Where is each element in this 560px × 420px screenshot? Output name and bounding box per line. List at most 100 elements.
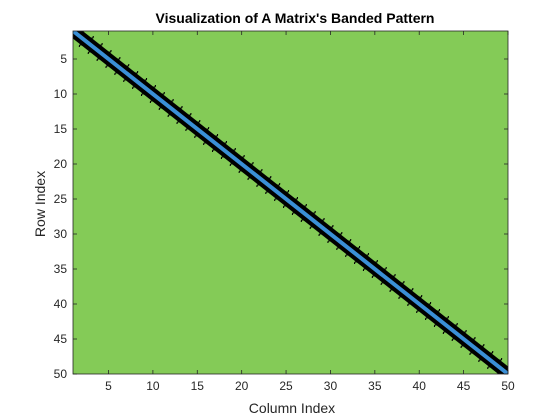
band-entry-marker: [185, 126, 192, 132]
band-entry-marker: [318, 231, 325, 237]
band-entry-marker: [478, 357, 485, 363]
chart-title: Visualization of A Matrix's Banded Patte…: [156, 10, 435, 26]
band-entry-marker: [398, 294, 405, 300]
band-entry-marker: [425, 315, 432, 321]
band-entry-marker: [274, 182, 281, 188]
band-entry-marker: [229, 161, 236, 167]
band-entry-marker: [433, 308, 441, 314]
band-entry-marker: [211, 133, 219, 139]
band-entry-marker: [211, 147, 219, 153]
x-axis: 5 10 15 20 25 30 35 40 45 50: [105, 31, 515, 393]
band-entry-marker: [442, 315, 449, 321]
x-tick-label: 15: [191, 379, 205, 393]
band-entry-marker: [398, 280, 405, 286]
band-entry-marker: [87, 49, 94, 55]
band-entry-marker: [123, 63, 130, 69]
band-entry-marker: [380, 280, 387, 286]
band-entry-marker: [478, 343, 485, 349]
band-entry-marker: [407, 287, 414, 293]
y-tick-label: 45: [54, 332, 68, 346]
marker-layer: [73, 31, 508, 374]
band-entry-marker: [407, 301, 414, 307]
y-tick-label: 35: [54, 262, 68, 276]
band-entry-marker: [114, 56, 121, 62]
band-entry-marker: [265, 189, 272, 195]
band-entry-marker: [362, 266, 370, 272]
band-entry-marker: [371, 259, 378, 265]
band-entry-marker: [442, 329, 449, 335]
band-entry-marker: [336, 231, 343, 237]
band-entry-marker: [389, 273, 396, 279]
band-entry-marker: [451, 322, 458, 328]
x-tick-label: 35: [368, 379, 382, 393]
x-tick-label: 5: [105, 379, 112, 393]
band-entry-marker: [256, 168, 263, 174]
band-entry-marker: [194, 133, 201, 139]
band-entry-marker: [158, 105, 165, 111]
band-entry-marker: [105, 63, 112, 69]
band-entry-marker: [132, 70, 139, 76]
band-entry-marker: [247, 161, 254, 167]
band-entry-marker: [78, 31, 85, 34]
band-entry-marker: [140, 77, 148, 83]
y-tick-label: 10: [54, 87, 68, 101]
band-entry-marker: [318, 217, 325, 223]
band-entry-marker: [487, 350, 494, 356]
band-entry-marker: [309, 224, 316, 230]
y-axis-label: Row Index: [32, 171, 48, 237]
band-entry-marker: [460, 343, 467, 349]
band-entry-marker: [238, 154, 245, 160]
band-entry-marker: [229, 147, 236, 153]
band-entry-marker: [416, 294, 423, 300]
band-entry-marker: [354, 259, 361, 265]
band-entry-marker: [247, 175, 254, 181]
band-entry-marker: [96, 56, 103, 62]
band-entry-marker: [283, 203, 290, 209]
band-entry-marker: [176, 119, 183, 125]
band-entry-marker: [487, 364, 494, 370]
x-tick-label: 30: [324, 379, 338, 393]
band-entry-marker: [194, 119, 201, 125]
axes-box: [72, 30, 509, 375]
band-entry-marker: [504, 366, 508, 370]
band-entry-marker: [389, 287, 396, 293]
band-entry-marker: [114, 70, 121, 76]
band-entry-marker: [167, 98, 174, 104]
y-tick-label: 40: [54, 297, 68, 311]
band-entry-marker: [167, 112, 174, 118]
band-entry-marker: [345, 252, 352, 258]
x-tick-label: 50: [501, 379, 515, 393]
band-entry-marker: [78, 42, 85, 48]
band-entry-marker: [185, 112, 192, 118]
band-entry-marker: [149, 84, 156, 90]
band-entry-marker: [203, 126, 210, 132]
band-entry-marker: [327, 224, 334, 230]
y-tick-label: 20: [54, 157, 68, 171]
band-entry-marker: [73, 35, 77, 39]
band-entry-marker: [371, 273, 378, 279]
band-entry-marker: [220, 154, 227, 160]
band-entry-marker: [87, 35, 94, 41]
y-tick-label: 50: [54, 367, 68, 381]
y-tick-label: 25: [54, 192, 68, 206]
band-entry-marker: [496, 357, 503, 363]
y-axis: 5 10 15 20 25 30 35 40 45 50: [54, 52, 508, 381]
band-entry-marker: [158, 91, 165, 97]
x-tick-label: 20: [235, 379, 249, 393]
band-entry-marker: [291, 196, 298, 202]
band-entry-marker: [274, 196, 281, 202]
band-entry-marker: [265, 175, 272, 181]
band-entry-marker: [309, 210, 316, 216]
band-entry-marker: [469, 336, 476, 342]
band-entry-marker: [354, 245, 361, 251]
band-entry-marker: [176, 105, 183, 111]
band-entry-marker: [425, 301, 432, 307]
x-axis-label: Column Index: [249, 400, 335, 416]
x-tick-label: 10: [146, 379, 160, 393]
band-entry-marker: [496, 371, 503, 374]
band-entry-marker: [380, 266, 387, 272]
band-entry-marker: [203, 140, 210, 146]
band-entry-marker: [345, 238, 352, 244]
